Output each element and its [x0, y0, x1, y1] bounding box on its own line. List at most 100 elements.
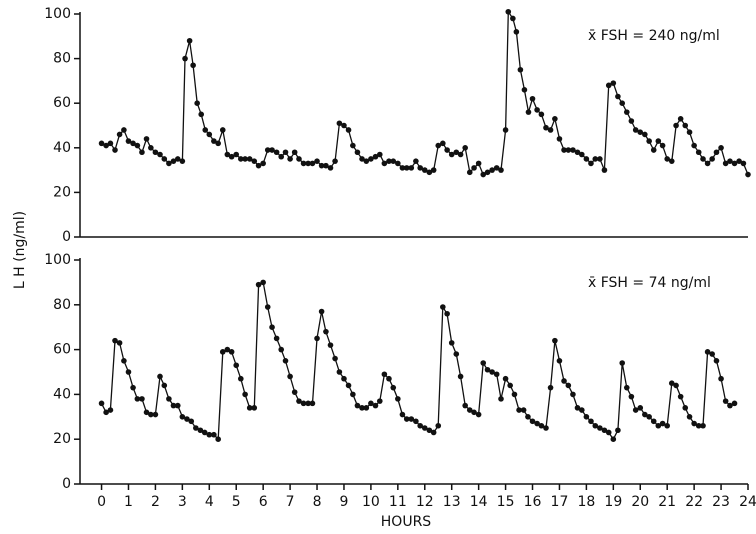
- data-point: [605, 82, 612, 89]
- data-point: [529, 95, 536, 102]
- data-point: [251, 405, 258, 411]
- data-point: [300, 160, 307, 167]
- x-tick-label: 2: [151, 494, 160, 510]
- data-line: [100, 281, 735, 441]
- data-point: [619, 100, 626, 106]
- data-point: [534, 420, 540, 427]
- data-point: [260, 279, 266, 286]
- data-point: [513, 29, 520, 35]
- data-point: [597, 156, 603, 162]
- data-point: [336, 120, 343, 127]
- data-point: [134, 396, 141, 402]
- data-point: [440, 304, 446, 310]
- data-point: [251, 158, 258, 164]
- data-point: [623, 384, 630, 391]
- data-point: [386, 158, 392, 164]
- data-point: [498, 167, 504, 173]
- data-point: [475, 160, 482, 167]
- data-point: [376, 398, 383, 404]
- data-point: [174, 156, 181, 162]
- data-point: [668, 380, 675, 387]
- data-point: [413, 418, 419, 425]
- data-point: [381, 160, 388, 167]
- data-point: [219, 127, 226, 133]
- data-point: [318, 308, 325, 315]
- annotation: x̄ FSH = 74 ng/ml: [588, 275, 711, 291]
- data-point: [103, 142, 109, 149]
- data-point: [157, 151, 163, 158]
- data-point: [179, 158, 186, 164]
- data-point: [579, 407, 585, 413]
- data-point: [323, 162, 329, 169]
- data-point: [686, 414, 693, 420]
- data-point: [107, 140, 114, 147]
- data-point: [700, 156, 706, 162]
- data-point: [296, 398, 302, 404]
- data-point: [130, 140, 136, 147]
- data-point: [408, 165, 415, 171]
- data-point: [211, 431, 217, 438]
- x-tick-label: 16: [524, 494, 542, 510]
- data-point: [215, 436, 221, 443]
- x-tick-label: 7: [286, 494, 295, 510]
- data-point: [182, 55, 188, 62]
- data-point: [435, 142, 442, 149]
- data-point: [323, 328, 329, 335]
- data-point: [480, 360, 487, 366]
- x-tick-label: 22: [685, 494, 703, 510]
- data-point: [148, 411, 154, 418]
- data-point: [202, 127, 209, 133]
- data-point: [273, 149, 280, 156]
- data-point: [484, 366, 491, 373]
- data-point: [722, 160, 729, 167]
- data-point: [516, 407, 522, 413]
- data-point: [601, 427, 608, 434]
- data-point: [610, 80, 617, 86]
- data-point: [161, 156, 168, 162]
- data-point: [529, 418, 536, 425]
- data-point: [677, 116, 684, 122]
- data-point: [403, 416, 410, 422]
- data-point: [291, 389, 298, 395]
- data-point: [466, 407, 473, 413]
- data-point: [471, 409, 477, 416]
- data-point: [727, 402, 733, 409]
- data-point: [372, 153, 379, 160]
- x-tick-label: 12: [416, 494, 434, 510]
- data-point: [632, 127, 639, 133]
- y-axis-label: L H (ng/ml): [12, 211, 28, 289]
- data-point: [552, 116, 558, 122]
- data-point: [520, 407, 527, 413]
- data-point: [350, 391, 356, 398]
- data-point: [579, 151, 585, 158]
- data-point: [444, 310, 450, 317]
- x-tick-label: 0: [97, 494, 106, 510]
- data-point: [372, 402, 379, 409]
- data-point: [198, 111, 205, 118]
- data-point: [332, 355, 338, 362]
- data-point: [417, 422, 423, 429]
- data-point: [538, 111, 545, 118]
- data-point: [493, 165, 500, 171]
- data-point: [538, 422, 545, 429]
- y-tick-label: 60: [53, 95, 71, 111]
- data-point: [300, 400, 307, 407]
- x-tick-label: 6: [259, 494, 268, 510]
- data-point: [745, 171, 751, 178]
- y-tick-label: 40: [53, 386, 71, 402]
- data-point: [421, 425, 428, 431]
- data-point: [632, 407, 639, 413]
- data-point: [341, 122, 347, 129]
- y-tick-label: 40: [53, 140, 71, 156]
- data-point: [368, 400, 374, 407]
- x-tick-label: 11: [389, 494, 407, 510]
- data-point: [278, 153, 285, 160]
- data-point: [246, 405, 253, 411]
- data-point: [166, 160, 172, 167]
- data-point: [107, 407, 114, 413]
- data-point: [134, 142, 141, 149]
- data-point: [368, 156, 374, 162]
- data-point: [583, 156, 590, 162]
- data-point: [673, 122, 679, 129]
- data-point: [376, 151, 383, 158]
